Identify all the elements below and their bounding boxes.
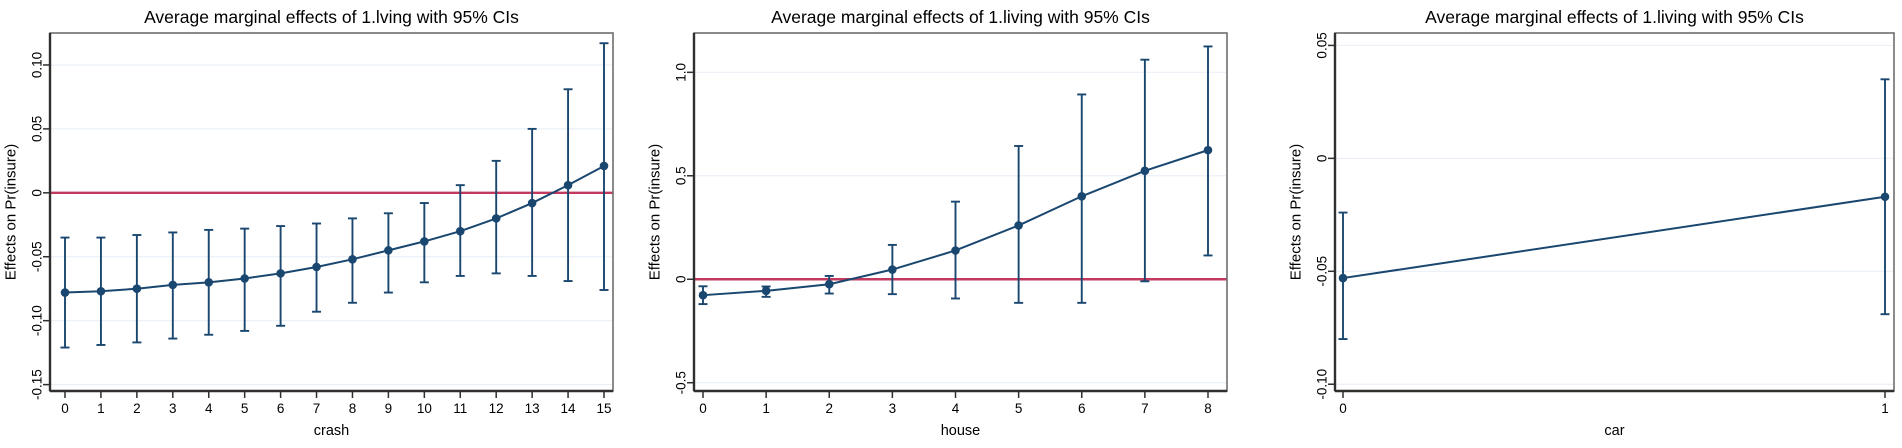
plot-frame <box>1334 32 1895 392</box>
x-tick-label: 5 <box>1015 401 1023 416</box>
y-tick-label: 0 <box>30 189 45 197</box>
data-point <box>951 246 960 255</box>
x-tick-label: 4 <box>205 401 213 416</box>
y-axis-label: Effects on Pr(insure) <box>647 144 664 280</box>
data-point <box>455 226 465 236</box>
x-tick-label: 6 <box>277 401 285 416</box>
y-axis-label: Effects on Pr(insure) <box>1288 144 1305 280</box>
x-tick-label: 11 <box>453 401 467 416</box>
x-tick-label: 9 <box>385 401 393 416</box>
data-point <box>1880 192 1890 202</box>
data-point <box>240 274 249 283</box>
y-tick-label: 1.0 <box>674 63 689 82</box>
x-axis-label: house <box>941 423 981 439</box>
y-tick-label: 0 <box>1315 155 1330 163</box>
plot-frame <box>693 32 1228 392</box>
data-point <box>276 269 285 278</box>
data-point <box>491 214 501 223</box>
y-tick-label: 0 <box>674 275 689 283</box>
x-tick-label: 14 <box>561 401 577 416</box>
data-point <box>96 286 106 296</box>
data-point <box>599 161 609 171</box>
data-point <box>1077 191 1087 201</box>
x-tick-label: 2 <box>825 401 833 416</box>
x-tick-label: 5 <box>241 401 249 416</box>
x-tick-label: 3 <box>889 401 897 416</box>
chart-title: Average marginal effects of 1.living wit… <box>771 7 1150 27</box>
y-tick-label: 0.5 <box>674 166 689 185</box>
panel-crash: 0.10 0.05 0 -0.05 -0.10 -0.15 0 1 2 3 4 5 6 7 8 9 10 11 12… <box>0 0 634 448</box>
x-axis-label: car <box>1604 423 1624 439</box>
x-tick-label: 8 <box>349 401 357 416</box>
x-tick-label: 0 <box>61 401 69 416</box>
chart-house: 1.0 0.5 0 -0.5 0 1 2 3 4 5 6 7 8 Effects on Pr(insure… <box>647 7 1228 439</box>
effects-line <box>64 165 605 294</box>
data-point <box>132 284 142 294</box>
data-point <box>527 198 537 208</box>
data-point <box>888 265 897 274</box>
y-tick-label: -0.5 <box>674 371 689 394</box>
data-point <box>168 280 178 290</box>
data-point <box>204 278 214 287</box>
x-tick-label: 0 <box>699 401 707 416</box>
chart-crash: 0.100.050-0.05-0.10-0.150 1 2 3 4 5 6 7 8 9 10 11 12… <box>3 7 614 439</box>
x-tick-label: 6 <box>1078 401 1086 416</box>
x-tick-label: 15 <box>596 401 611 416</box>
chart-title: Average marginal effects of 1.lving with… <box>144 7 519 27</box>
x-tick-label: 1 <box>762 401 770 416</box>
x-tick-label: 4 <box>952 401 960 416</box>
y-tick-label: 0.05 <box>1315 32 1330 58</box>
x-tick-label: 13 <box>525 401 540 416</box>
y-tick-label: -0.05 <box>1315 256 1330 287</box>
effects-line <box>1342 195 1886 280</box>
x-tick-label: 7 <box>313 401 321 416</box>
data-point <box>312 262 321 272</box>
y-tick-label: -0.10 <box>30 305 45 336</box>
data-point <box>1203 145 1213 155</box>
y-tick-label: -0.15 <box>30 369 45 400</box>
data-point <box>698 290 708 300</box>
data-point <box>824 279 834 289</box>
data-point <box>384 246 393 255</box>
y-tick-label: -0.10 <box>1315 369 1330 400</box>
chart-car: 0.05 0 -0.05 -0.10 0 1 Effects on Pr(insure) ca… <box>1288 7 1895 439</box>
panel-house: 1.0 0.5 0 -0.5 0 1 2 3 4 5 6 7 8 Effects on Pr(insure… <box>634 0 1268 448</box>
x-tick-label: 12 <box>489 401 504 416</box>
y-tick-label: 0.05 <box>30 116 45 142</box>
data-point <box>420 237 429 246</box>
x-tick-label: 7 <box>1141 401 1149 416</box>
data-point <box>348 255 357 264</box>
y-axis-label: Effects on Pr(insure) <box>3 144 20 280</box>
x-tick-label: 8 <box>1204 401 1212 416</box>
data-point <box>761 286 771 296</box>
data-point <box>1140 166 1150 176</box>
data-point <box>563 180 573 190</box>
y-tick-label: 0.10 <box>30 52 45 78</box>
x-axis-label: crash <box>314 423 349 439</box>
x-tick-label: 10 <box>417 401 432 416</box>
panel-car: 0.05 0 -0.05 -0.10 0 1 Effects on Pr(insure) ca… <box>1268 0 1902 448</box>
data-point <box>60 288 70 297</box>
x-tick-label: 1 <box>97 401 105 416</box>
x-tick-label: 2 <box>133 401 141 416</box>
plot-frame <box>49 32 614 392</box>
data-point <box>1014 221 1023 230</box>
x-tick-label: 1 <box>1881 401 1889 416</box>
y-tick-label: -0.05 <box>30 241 45 272</box>
chart-title: Average marginal effects of 1.living wit… <box>1425 7 1804 27</box>
x-tick-label: 3 <box>169 401 177 416</box>
data-point <box>1338 273 1348 283</box>
x-tick-label: 0 <box>1339 401 1347 416</box>
